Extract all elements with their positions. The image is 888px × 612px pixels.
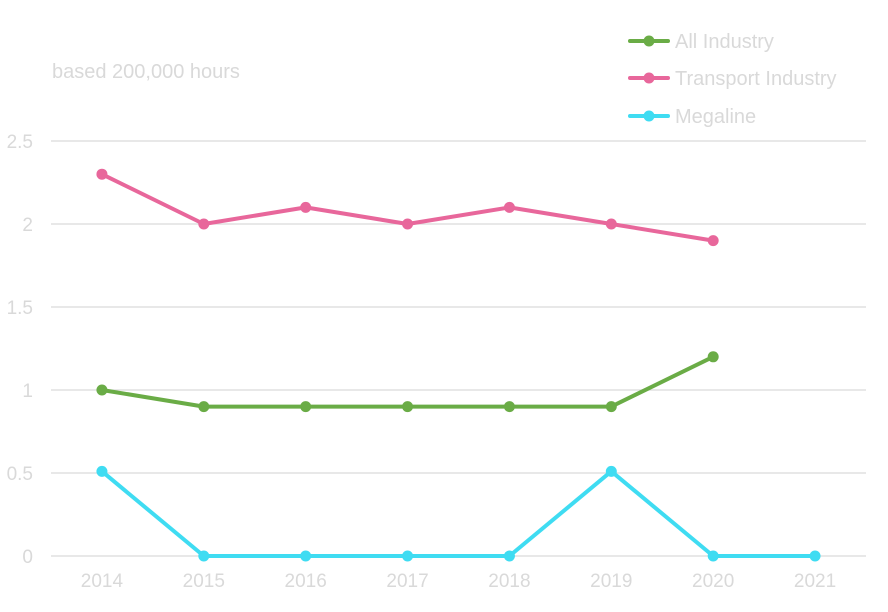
legend-marker (643, 72, 655, 84)
data-point (605, 401, 617, 413)
data-point (96, 384, 108, 396)
data-point (605, 465, 617, 477)
x-tick-label: 2019 (590, 571, 632, 592)
series-megaline (96, 465, 821, 562)
series-all-industry (96, 351, 719, 413)
series-transport-industry (96, 168, 719, 247)
data-point (402, 401, 414, 413)
y-axis-tick-labels: 0 0.5 1 1.5 2 2.5 (7, 132, 33, 568)
data-point (402, 550, 414, 562)
data-point (503, 201, 515, 213)
legend-item: Transport Industry (628, 68, 837, 90)
series-line (99, 469, 818, 558)
y-tick-label: 0.5 (7, 464, 33, 485)
x-axis-tick-labels: 2014 2015 2016 2017 2018 2019 2020 2021 (81, 571, 836, 592)
x-tick-label: 2015 (183, 571, 225, 592)
chart-annotation: based 200,000 hours (52, 61, 240, 83)
data-point (809, 550, 821, 562)
legend-marker (643, 35, 655, 47)
data-point (300, 201, 312, 213)
y-tick-label: 1.5 (7, 298, 33, 319)
series-line (99, 354, 716, 409)
y-tick-label: 1 (22, 381, 33, 402)
data-point (300, 550, 312, 562)
data-point (707, 550, 719, 562)
data-point (300, 401, 312, 413)
data-point (96, 465, 108, 477)
data-point (402, 218, 414, 230)
legend: All Industry Transport Industry Megaline (628, 31, 837, 128)
x-tick-label: 2020 (692, 571, 734, 592)
x-tick-label: 2018 (488, 571, 530, 592)
x-tick-label: 2021 (794, 571, 836, 592)
legend-item: Megaline (628, 106, 756, 128)
data-point (198, 401, 210, 413)
y-tick-label: 0 (22, 547, 33, 568)
legend-label: Transport Industry (675, 68, 837, 90)
data-point (707, 235, 719, 247)
x-tick-label: 2017 (386, 571, 428, 592)
gridlines (51, 140, 866, 557)
legend-marker (643, 110, 655, 122)
legend-item: All Industry (628, 31, 774, 53)
x-tick-label: 2016 (285, 571, 327, 592)
x-tick-label: 2014 (81, 571, 124, 592)
data-point (503, 401, 515, 413)
data-point (96, 168, 108, 180)
legend-label: All Industry (675, 31, 774, 53)
data-point (503, 550, 515, 562)
data-point (198, 218, 210, 230)
legend-label: Megaline (675, 106, 756, 128)
y-tick-label: 2 (22, 215, 33, 236)
data-point (707, 351, 719, 363)
y-tick-label: 2.5 (7, 132, 33, 153)
data-point (605, 218, 617, 230)
series-line (99, 172, 716, 243)
series-lines (96, 168, 821, 562)
data-point (198, 550, 210, 562)
